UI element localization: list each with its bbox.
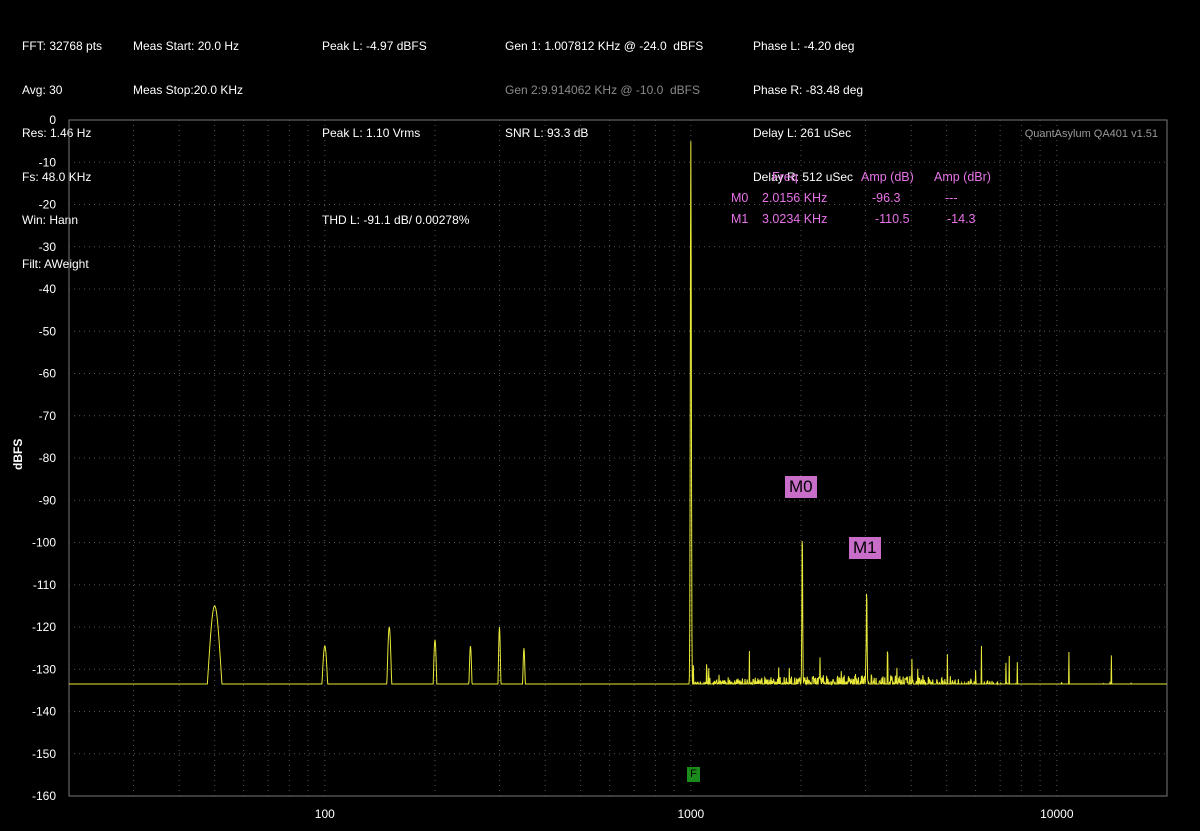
x-tick-label: 1000: [677, 807, 704, 821]
y-tick-label: -100: [32, 536, 56, 550]
measure-range: Meas Start: 20.0 Hz Meas Stop:20.0 KHz: [133, 10, 243, 112]
sample-rate: Fs: 48.0 KHz: [22, 169, 92, 184]
delay-l: Delay L: 261 uSec: [753, 126, 852, 140]
y-tick-label: -50: [39, 324, 57, 338]
marker-tag-m0[interactable]: M0: [785, 476, 817, 498]
y-tick-label: -10: [39, 155, 57, 169]
y-tick-label: -150: [32, 747, 56, 761]
avg: Avg: 30: [22, 82, 63, 97]
resolution: Res: 1.46 Hz: [22, 126, 92, 140]
fft-settings: FFT: 32768 pts Avg: 30 Res: 1.46 Hz Fs: …: [22, 10, 102, 286]
delay-r: Delay R: 512 uSec: [753, 169, 854, 184]
y-tick-label: 0: [49, 113, 56, 127]
y-tick-label: -80: [39, 451, 57, 465]
meas-start: Meas Start: 20.0 Hz: [133, 39, 240, 53]
peak-readouts: Peak L: -4.97 dBFS Peak L: 1.10 Vrms THD…: [322, 10, 469, 242]
marker-id: M0: [731, 191, 749, 205]
freq-header: Freq: [772, 170, 798, 184]
fft-pts: FFT: 32768 pts: [22, 39, 103, 53]
generator-readouts: Gen 1: 1.007812 KHz @ -24.0 dBFS Gen 2:9…: [505, 10, 703, 155]
y-tick-label: -40: [39, 282, 57, 296]
marker-amp-dbr: ---: [945, 191, 958, 205]
marker-tag-m1[interactable]: M1: [849, 537, 881, 559]
brand-label: QuantAsylum QA401 v1.51: [1024, 128, 1158, 140]
fundamental-marker[interactable]: F: [687, 767, 700, 782]
grid: [69, 120, 1167, 796]
phase-l: Phase L: -4.20 deg: [753, 39, 855, 53]
marker-freq: 3.0234 KHz: [762, 212, 828, 226]
plot-frame: [68, 119, 1168, 797]
y-tick-label: -130: [32, 662, 56, 676]
y-axis-label: dBFS: [11, 438, 25, 470]
y-tick-label: -120: [32, 620, 56, 634]
peak-vrms: Peak L: 1.10 Vrms: [322, 126, 421, 140]
peak-dbfs: Peak L: -4.97 dBFS: [322, 39, 427, 53]
y-tick-label: -110: [33, 578, 56, 592]
x-tick-labels: 100 1000 10000: [315, 807, 1074, 821]
window: Win: Hann: [22, 213, 79, 227]
phase-delay: Phase L: -4.20 deg Phase R: -83.48 deg D…: [753, 10, 863, 199]
y-tick-label: -140: [32, 705, 56, 719]
y-tick-label: -60: [39, 367, 57, 381]
marker-amp-db: -110.5: [875, 212, 910, 226]
spectrum-line: [69, 141, 1167, 686]
x-tick-label: 100: [315, 807, 335, 821]
x-tick-label: 10000: [1040, 807, 1074, 821]
marker-freq: 2.0156 KHz: [762, 191, 828, 205]
y-tick-label: -30: [39, 240, 57, 254]
y-tick-label: -70: [39, 409, 57, 423]
phase-r: Phase R: -83.48 deg: [753, 82, 864, 97]
meas-stop: Meas Stop:20.0 KHz: [133, 82, 244, 97]
marker-amp-dbr: -14.3: [947, 212, 976, 226]
y-tick-labels: 0 -10 -20 -30 -40 -50 -60 -70 -80 -90 -100 -110 -120…: [32, 113, 56, 803]
y-tick-label: -160: [32, 789, 56, 803]
y-tick-label: -90: [39, 493, 57, 507]
spectrum-trace: [69, 141, 1167, 686]
marker-id: M1: [731, 212, 749, 226]
gen2: Gen 2:9.914062 KHz @ -10.0 dBFS: [505, 82, 700, 97]
amp-dbr-header: Amp (dBr): [934, 170, 991, 184]
y-tick-label: -20: [39, 198, 57, 212]
thd: THD L: -91.1 dB/ 0.00278%: [322, 213, 470, 227]
snr: SNR L: 93.3 dB: [505, 126, 589, 140]
marker-amp-db: -96.3: [872, 191, 901, 205]
amp-db-header: Amp (dB): [861, 170, 914, 184]
gen1: Gen 1: 1.007812 KHz @ -24.0 dBFS: [505, 39, 704, 53]
filter: Filt: AWeight: [22, 256, 89, 271]
